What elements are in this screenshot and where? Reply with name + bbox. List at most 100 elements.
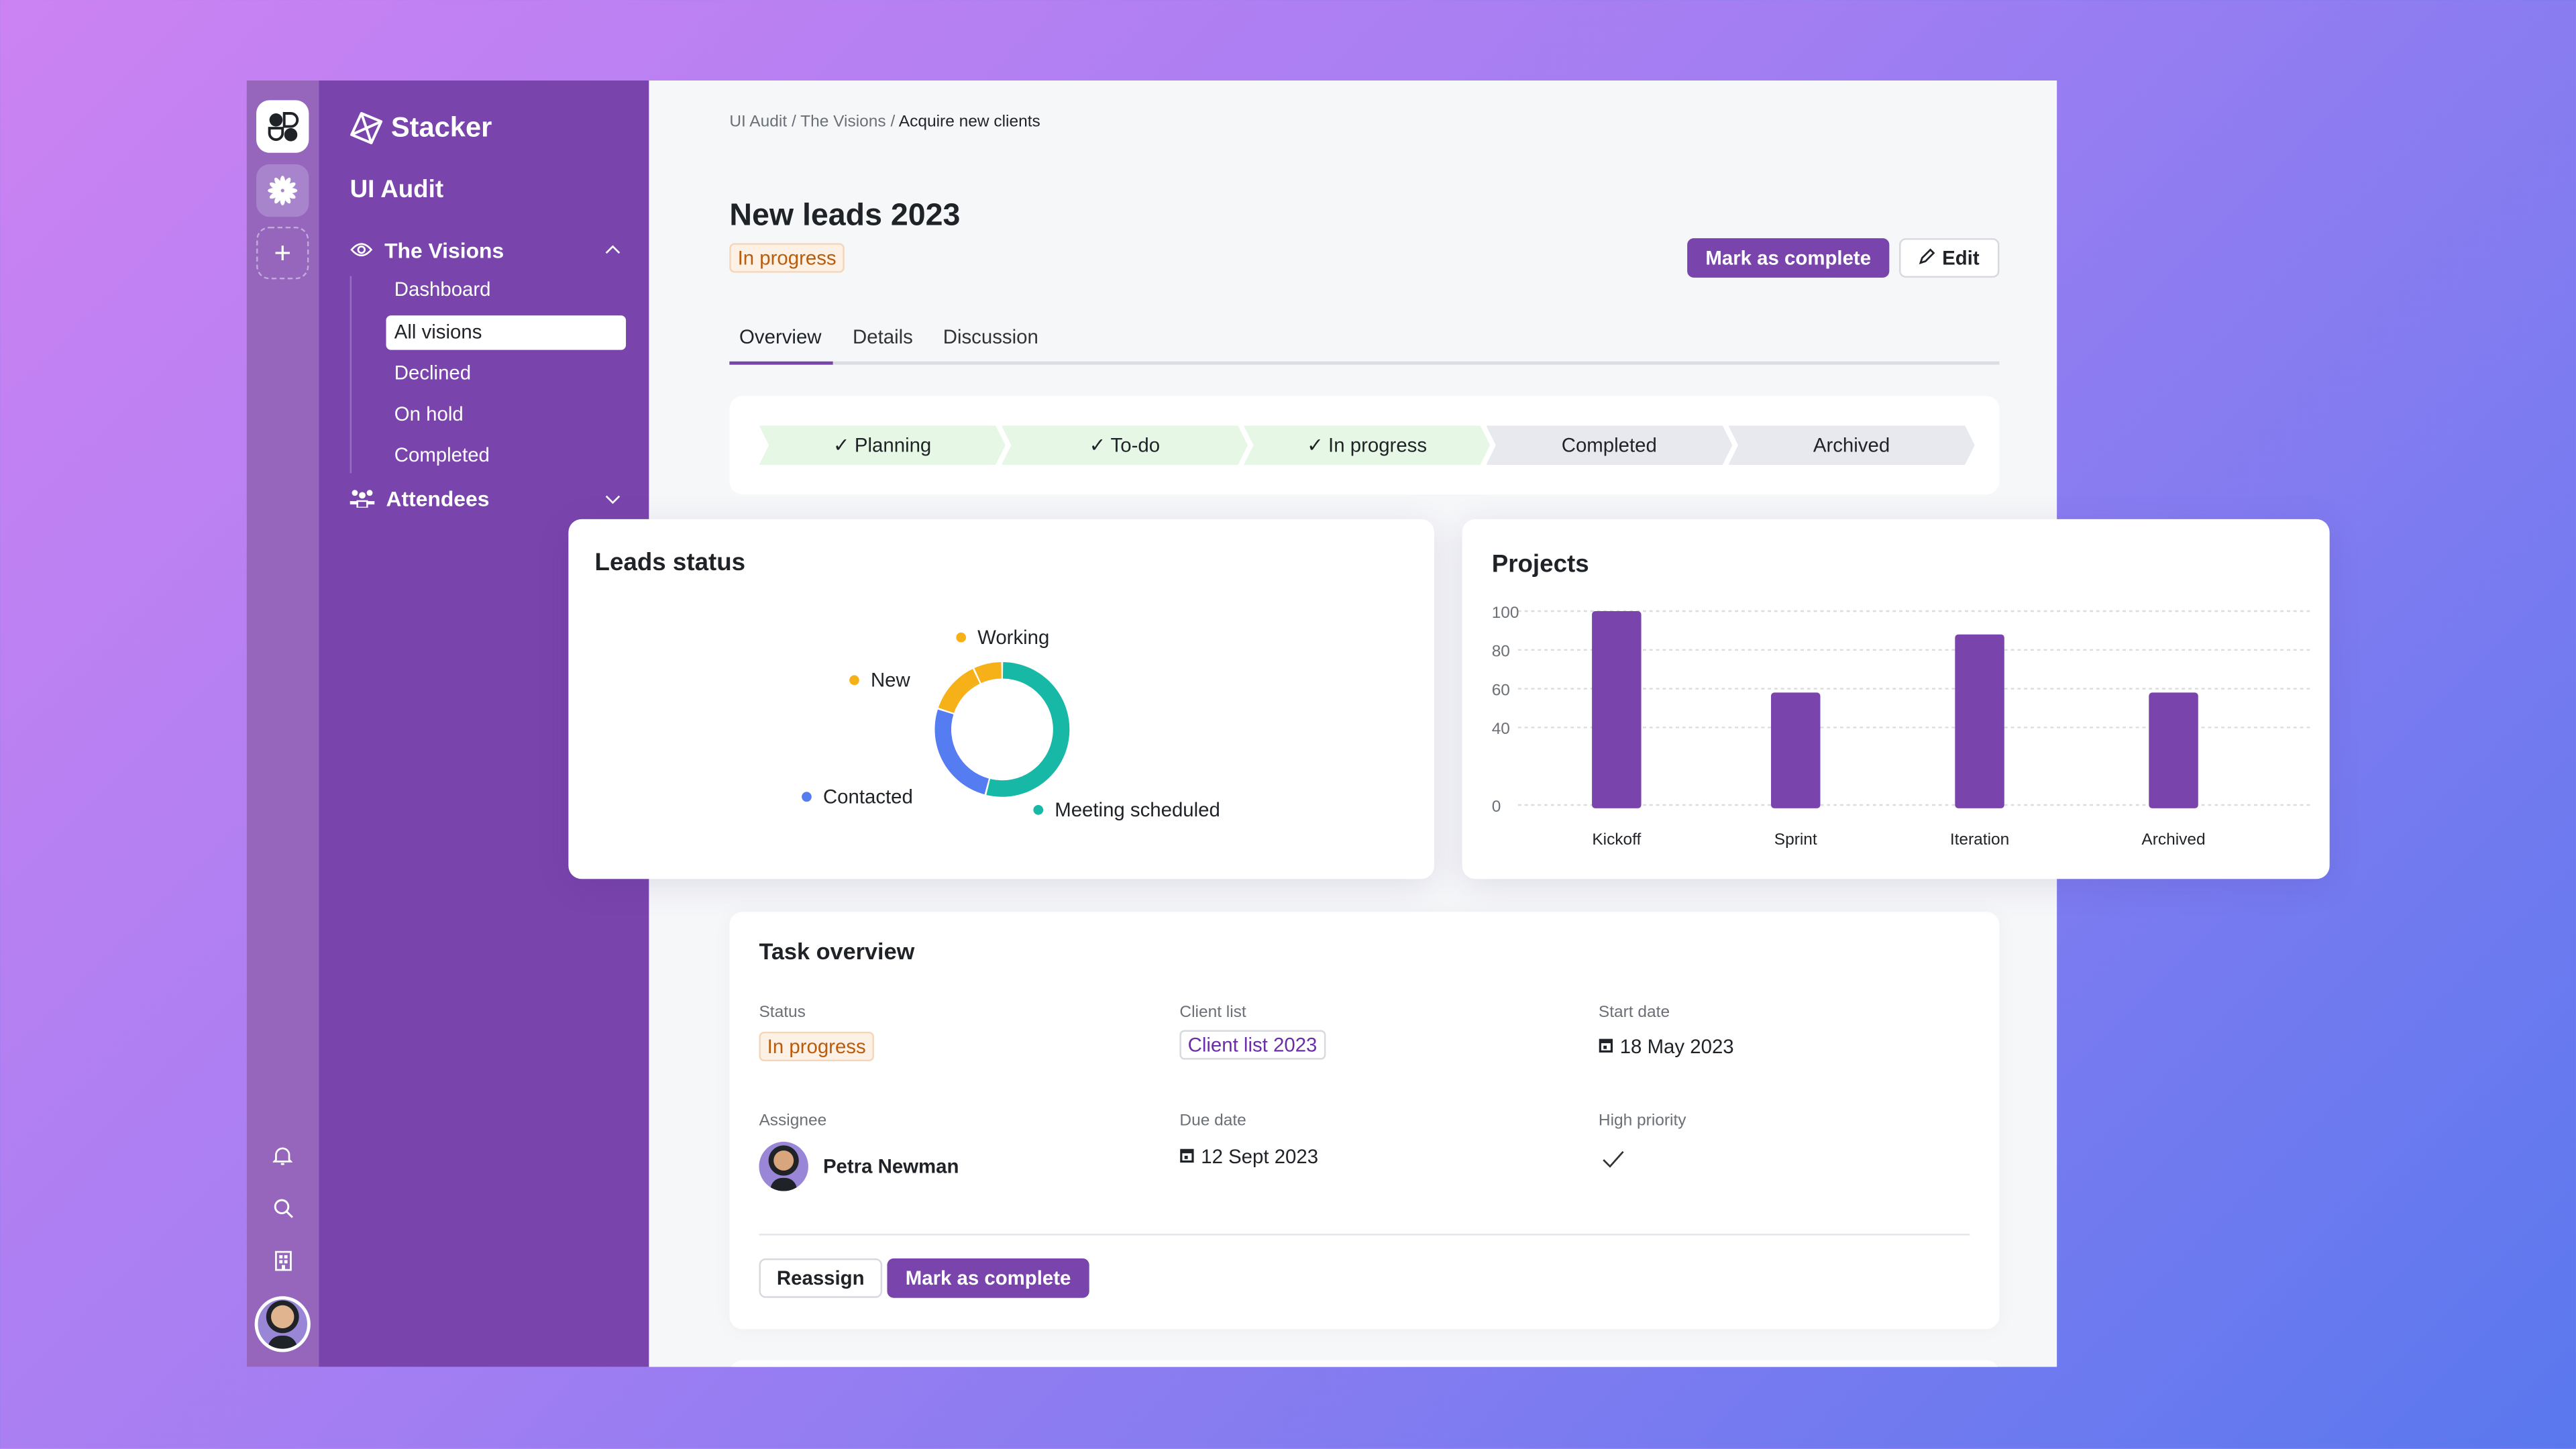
bar-sprint[interactable] <box>1771 692 1821 808</box>
calendar-icon <box>1599 1035 1613 1058</box>
x-tick-label: Iteration <box>1950 830 2009 849</box>
nav-section-label: Attendees <box>386 485 490 511</box>
pipeline-step-completed[interactable]: Completed <box>1486 425 1732 465</box>
check-icon: ✓ <box>1307 433 1324 457</box>
page-title: New leads 2023 <box>729 199 961 233</box>
x-tick-label: Kickoff <box>1592 830 1641 849</box>
legend-dot <box>1033 805 1044 815</box>
task-mark-complete-button[interactable]: Mark as complete <box>887 1258 1089 1298</box>
bar-kickoff[interactable] <box>1592 611 1642 808</box>
x-tick-label: Archived <box>2141 830 2205 849</box>
sidebar-item-on-hold[interactable]: On hold <box>394 402 464 426</box>
y-tick-label: 0 <box>1492 798 1501 816</box>
donut-slice[interactable] <box>934 709 989 795</box>
client-list-link[interactable]: Client list 2023 <box>1179 1030 1326 1060</box>
task-overview-title: Task overview <box>759 938 915 965</box>
status-badge: In progress <box>729 243 845 273</box>
assignee-name: Petra Newman <box>822 1155 959 1178</box>
legend-dot <box>849 675 859 686</box>
assignee-label: Assignee <box>759 1112 827 1130</box>
pipeline-step-in-progress[interactable]: ✓ In progress <box>1244 425 1490 465</box>
due-date-value: 12 Sept 2023 <box>1201 1144 1319 1169</box>
projects-title: Projects <box>1491 550 1589 579</box>
tab-details[interactable]: Details <box>853 325 913 349</box>
assignee-avatar <box>759 1142 808 1191</box>
tabs-divider <box>729 361 2000 365</box>
breadcrumb-separator: / <box>890 113 896 131</box>
legend-label: Contacted <box>823 786 913 808</box>
breadcrumb-current: Acquire new clients <box>898 113 1040 131</box>
check-icon: ✓ <box>833 433 850 457</box>
y-tick-label: 40 <box>1492 720 1510 738</box>
pipeline-step-label: Archived <box>1813 433 1890 457</box>
nav-section-the-visions[interactable]: The Visions <box>350 233 621 266</box>
reassign-button[interactable]: Reassign <box>759 1258 883 1298</box>
pipeline-step-label: To-do <box>1110 433 1161 457</box>
tab-discussion[interactable]: Discussion <box>943 325 1038 349</box>
check-icon: ✓ <box>1089 433 1106 457</box>
leads-status-title: Leads status <box>594 548 746 577</box>
people-icon <box>350 490 375 508</box>
building-icon[interactable] <box>270 1247 296 1273</box>
stacker-logo-icon <box>350 112 383 145</box>
donut-slice[interactable] <box>986 661 1070 797</box>
pencil-icon <box>1919 246 1935 269</box>
donut-slice[interactable] <box>938 669 980 713</box>
brand-name: Stacker <box>390 111 492 144</box>
add-workspace-icon[interactable]: + <box>256 226 309 280</box>
nav-section-attendees[interactable]: Attendees <box>350 482 621 515</box>
sidebar-item-all-visions[interactable]: All visions <box>386 315 627 350</box>
eye-icon <box>350 243 373 257</box>
bar-archived[interactable] <box>2149 692 2198 808</box>
projects-card: Projects 0 40 60 80 100 Kickoff Sprint Iteratio… <box>1462 519 2330 879</box>
sidebar-item-completed[interactable]: Completed <box>394 443 490 467</box>
app-title: UI Audit <box>350 176 444 204</box>
nav-section-label: The Visions <box>384 237 504 262</box>
breadcrumb-item[interactable]: UI Audit <box>729 113 788 131</box>
leads-status-card: Leads status Meeting scheduled Contacted N… <box>568 519 1434 879</box>
mark-complete-button[interactable]: Mark as complete <box>1687 238 1890 278</box>
bell-icon[interactable] <box>270 1142 296 1168</box>
edit-button[interactable]: Edit <box>1899 238 2000 278</box>
pipeline-step-label: Completed <box>1561 433 1657 457</box>
nav-tree-line <box>350 276 352 474</box>
chevron-down-icon[interactable] <box>604 483 621 513</box>
status-label: Status <box>759 1004 806 1022</box>
chevron-up-icon[interactable] <box>604 241 621 259</box>
projects-bar-chart: 0 40 60 80 100 Kickoff Sprint Iteration Archived <box>1492 604 2310 849</box>
pipeline-step-planning[interactable]: ✓ Planning <box>759 425 1005 465</box>
next-card <box>729 1360 2000 1367</box>
legend-label: Meeting scheduled <box>1055 799 1220 821</box>
calendar-icon <box>1179 1145 1194 1168</box>
legend-dot <box>956 632 967 643</box>
stacker-workspace-logo[interactable] <box>256 100 309 153</box>
flower-workspace-icon[interactable] <box>256 164 309 217</box>
bar-iteration[interactable] <box>1955 634 2004 808</box>
y-tick-label: 60 <box>1492 681 1510 699</box>
pipeline-step-label: Planning <box>854 433 932 457</box>
edit-label: Edit <box>1942 246 1980 270</box>
tab-overview[interactable]: Overview <box>739 325 822 349</box>
pipeline-step-to-do[interactable]: ✓ To-do <box>1002 425 1248 465</box>
main-content: UI Audit / The Visions / Acquire new cli… <box>649 80 2057 1367</box>
breadcrumb: UI Audit / The Visions / Acquire new cli… <box>729 113 1040 131</box>
assignee[interactable]: Petra Newman <box>759 1142 959 1191</box>
user-avatar[interactable] <box>254 1296 311 1352</box>
x-tick-label: Sprint <box>1774 830 1817 849</box>
legend-dot <box>802 792 812 802</box>
start-date-label: Start date <box>1598 1004 1670 1022</box>
sidebar-item-dashboard[interactable]: Dashboard <box>394 277 491 301</box>
due-date-label: Due date <box>1179 1112 1246 1130</box>
high-priority-label: High priority <box>1598 1112 1686 1130</box>
pipeline-step-archived[interactable]: Archived <box>1728 425 1974 465</box>
brand-logo[interactable]: Stacker <box>348 110 492 146</box>
pipeline-step-label: In progress <box>1328 433 1428 457</box>
divider <box>759 1234 1970 1236</box>
search-icon[interactable] <box>270 1194 296 1220</box>
sidebar-item-declined[interactable]: Declined <box>394 361 472 385</box>
start-date-value: 18 May 2023 <box>1619 1034 1734 1059</box>
donut-slice[interactable] <box>974 661 1002 684</box>
breadcrumb-item[interactable]: The Visions <box>800 113 886 131</box>
task-status-badge: In progress <box>759 1031 874 1062</box>
client-list-label: Client list <box>1179 1004 1246 1022</box>
